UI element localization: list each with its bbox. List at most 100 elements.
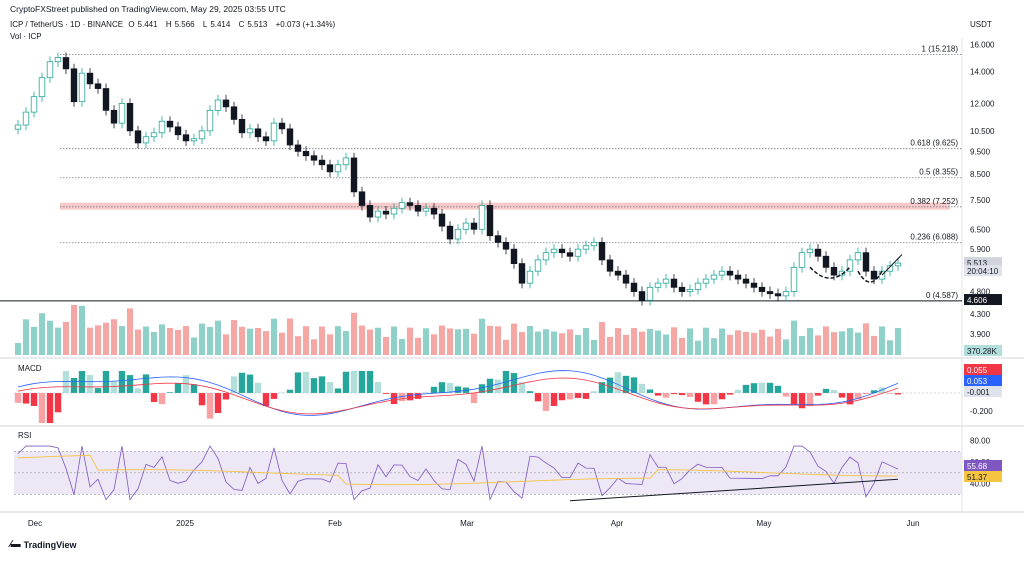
candle-body <box>94 83 102 89</box>
candle-body <box>174 126 182 136</box>
candle-body <box>774 293 782 297</box>
rsi-line <box>17 445 899 502</box>
handle-pattern-arc <box>857 270 883 283</box>
tradingview-brand[interactable]: ⁄▬ TradingView <box>10 539 77 550</box>
macd-histogram-bar <box>358 371 366 393</box>
candle-body <box>438 213 446 227</box>
volume-bar <box>374 327 382 355</box>
candle-body <box>662 278 670 284</box>
volume-bar <box>414 337 422 355</box>
macd-histogram-bar <box>518 382 526 393</box>
volume-label[interactable]: Vol · ICP <box>10 32 42 41</box>
macd-histogram-bar <box>294 372 302 393</box>
price-axis-tick: 16.000 <box>970 40 995 49</box>
macd-histogram-bar <box>710 393 718 405</box>
candle-body <box>598 241 606 261</box>
candle-body <box>254 128 262 138</box>
volume-bar <box>46 320 54 355</box>
macd-histogram-bar <box>446 382 454 393</box>
candle-body <box>558 248 566 254</box>
candle-body <box>262 136 270 142</box>
macd-histogram-bar <box>894 393 902 395</box>
macd-histogram-bar <box>214 393 222 414</box>
macd-histogram-bar <box>646 389 654 393</box>
volume-bar <box>222 334 230 355</box>
candle-body <box>294 144 302 152</box>
candle-body <box>582 245 590 250</box>
candle-body <box>790 266 798 292</box>
candle-body <box>454 228 462 240</box>
tradingview-logo-icon: ⁄▬ <box>10 539 21 550</box>
macd-histogram-bar <box>790 393 798 405</box>
candle-body <box>542 252 550 261</box>
rsi-trendline <box>569 478 899 502</box>
cup-pattern-arc <box>809 266 851 279</box>
volume-bar <box>278 332 286 355</box>
candle-body <box>470 222 478 230</box>
macd-histogram-bar <box>846 393 854 405</box>
macd-histogram-bar <box>510 373 518 393</box>
macd-histogram-bar <box>230 376 238 393</box>
macd-histogram-bar <box>582 393 590 399</box>
volume-bar <box>854 332 862 355</box>
volume-bar <box>294 336 302 355</box>
macd-histogram-bar <box>374 382 382 393</box>
macd-histogram-bar <box>686 393 694 398</box>
rsi-pane-label[interactable]: RSI <box>18 431 32 440</box>
volume-bar <box>518 332 526 355</box>
volume-bar <box>262 331 270 355</box>
candle-body <box>238 119 246 134</box>
volume-bar <box>318 326 326 355</box>
time-axis-tick: Dec <box>28 519 42 528</box>
price-axis-tick: 5.900 <box>970 245 991 254</box>
price-tag: 4.606 <box>967 296 988 305</box>
candle-body <box>134 130 142 144</box>
candle-body <box>150 132 158 138</box>
volume-bar <box>150 332 158 355</box>
macd-histogram-bar <box>438 382 446 393</box>
macd-histogram-bar <box>134 388 142 393</box>
resistance-zone <box>60 202 950 210</box>
macd-histogram-bar <box>158 393 166 405</box>
volume-bar <box>846 328 854 355</box>
macd-histogram-bar <box>142 374 150 393</box>
candle-body <box>534 259 542 272</box>
time-axis-tick: Feb <box>328 519 342 528</box>
macd-histogram-bar <box>270 393 278 399</box>
macd-histogram-bar <box>406 393 414 401</box>
fib-level-label: 0.618 (9.625) <box>910 139 958 148</box>
candle-body <box>382 210 390 215</box>
volume-bar <box>366 329 374 355</box>
volume-bar <box>574 335 582 355</box>
macd-histogram-bar <box>774 385 782 393</box>
candle-body <box>566 252 574 257</box>
candle-body <box>758 286 766 292</box>
macd-histogram-bar <box>654 393 662 396</box>
candle-body <box>494 235 502 243</box>
macd-pane-label[interactable]: MACD <box>18 364 42 373</box>
macd-histogram-bar <box>662 393 670 398</box>
volume-bar <box>438 325 446 355</box>
rsi-value-tag-bg <box>964 460 1002 471</box>
macd-histogram-bar <box>542 393 550 411</box>
volume-bar <box>134 329 142 355</box>
price-tag-bg <box>964 265 1002 277</box>
volume-bar <box>606 336 614 355</box>
candle-body <box>782 291 790 297</box>
candle-body <box>358 191 366 206</box>
volume-bar <box>886 340 894 355</box>
candle-body <box>630 282 638 292</box>
macd-histogram-bar <box>86 374 94 393</box>
volume-bar <box>126 308 134 355</box>
candle-body <box>886 265 894 272</box>
volume-bar <box>78 305 86 355</box>
candle-body <box>574 248 582 257</box>
volume-bar <box>646 328 654 355</box>
macd-histogram-bar <box>198 393 206 406</box>
macd-histogram-bar <box>398 393 406 402</box>
candle-body <box>486 205 494 237</box>
macd-histogram-bar <box>302 371 310 393</box>
candle-body <box>846 259 854 272</box>
symbol-pair[interactable]: ICP / TetherUS · 1D · BINANCE <box>10 20 124 29</box>
